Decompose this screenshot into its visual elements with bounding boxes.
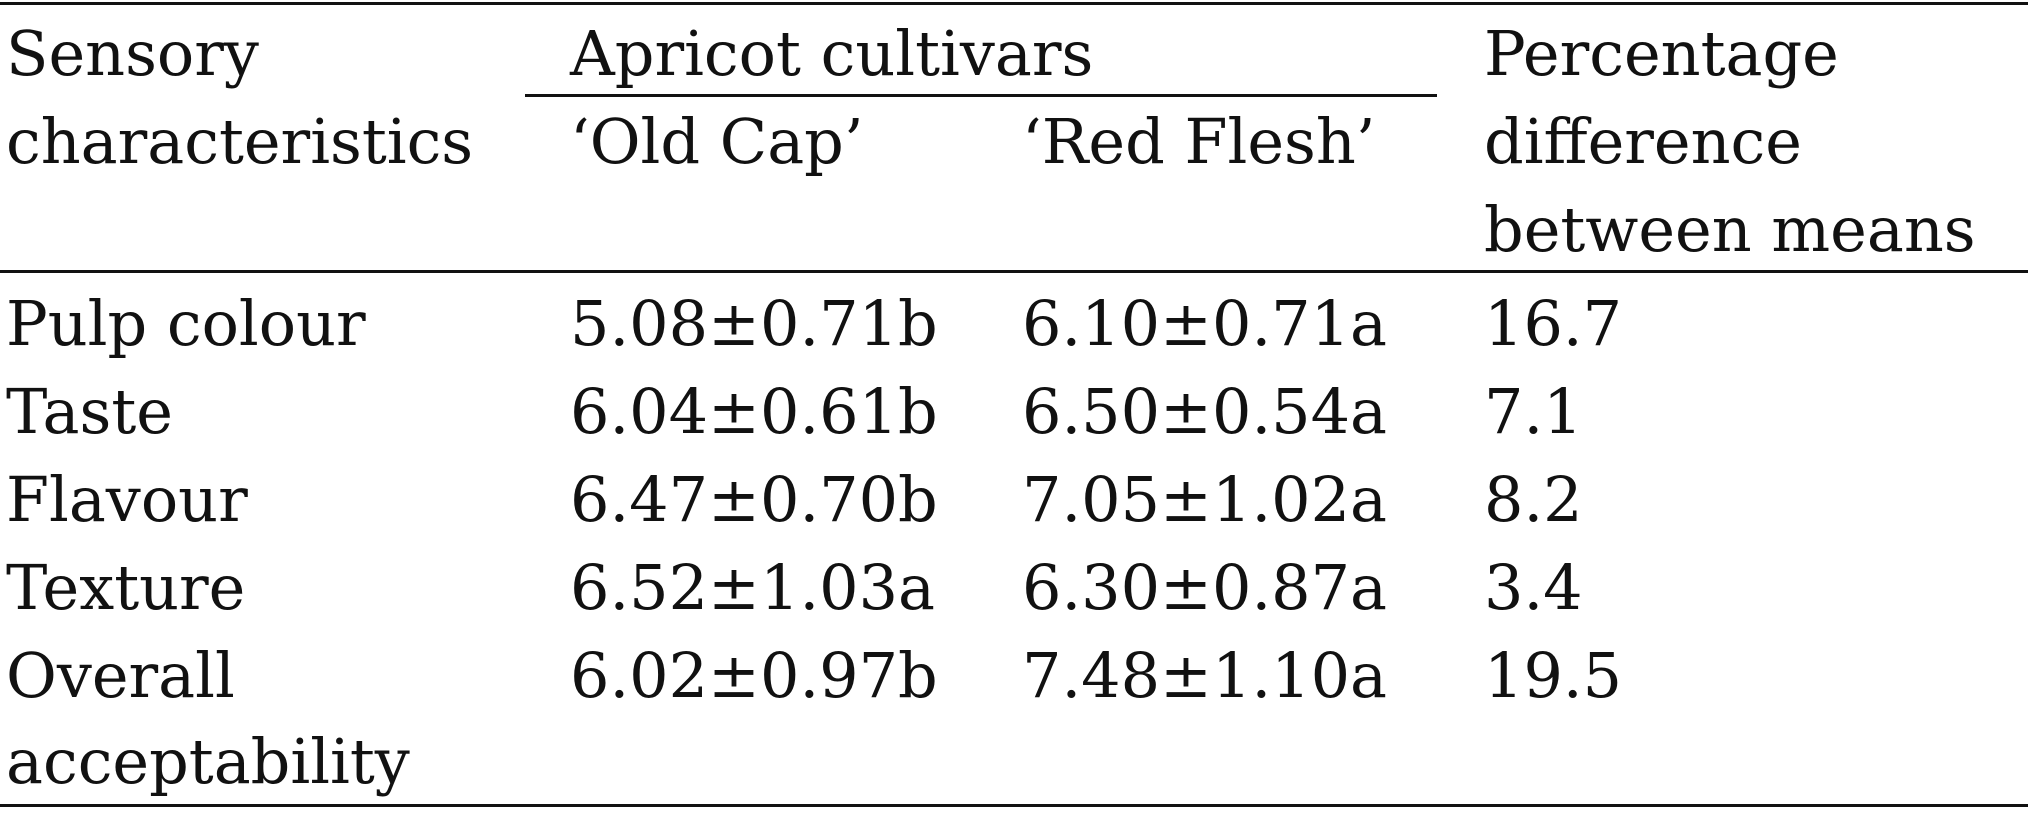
row-old-cap-value: 6.02±0.97b — [570, 639, 938, 712]
header-diff-line-1: Percentage — [1484, 17, 1839, 90]
row-old-cap-value: 6.52±1.03a — [570, 551, 936, 624]
row-label: Taste — [6, 375, 173, 448]
row-old-cap-value: 5.08±0.71b — [570, 287, 938, 360]
row-diff-value: 7.1 — [1484, 375, 1583, 448]
row-diff-value: 19.5 — [1484, 639, 1623, 712]
row-label-line-1: Overall — [6, 639, 235, 712]
row-old-cap-value: 6.04±0.61b — [570, 375, 938, 448]
row-red-flesh-value: 7.05±1.02a — [1022, 463, 1388, 536]
bottom-rule — [0, 804, 2028, 807]
row-label: Texture — [6, 551, 246, 624]
row-diff-value: 8.2 — [1484, 463, 1583, 536]
row-red-flesh-value: 6.50±0.54a — [1022, 375, 1388, 448]
row-diff-value: 16.7 — [1484, 287, 1623, 360]
row-red-flesh-value: 7.48±1.10a — [1022, 639, 1388, 712]
group-underline-rule — [525, 94, 1437, 97]
row-red-flesh-value: 6.30±0.87a — [1022, 551, 1388, 624]
row-label-line-2: acceptability — [6, 725, 410, 798]
header-sensory-line-2: characteristics — [6, 105, 474, 178]
row-red-flesh-value: 6.10±0.71a — [1022, 287, 1388, 360]
top-rule — [0, 2, 2028, 5]
header-cultivar-old-cap: ‘Old Cap’ — [570, 105, 864, 178]
row-diff-value: 3.4 — [1484, 551, 1583, 624]
row-label: Flavour — [6, 463, 248, 536]
header-cultivar-red-flesh: ‘Red Flesh’ — [1022, 105, 1376, 178]
header-apricot-cultivars: Apricot cultivars — [570, 17, 1094, 90]
header-sensory-line-1: Sensory — [6, 17, 259, 90]
header-diff-line-2: difference — [1484, 105, 1802, 178]
header-bottom-rule — [0, 270, 2028, 273]
header-diff-line-3: between means — [1484, 193, 1976, 266]
row-old-cap-value: 6.47±0.70b — [570, 463, 938, 536]
row-label: Pulp colour — [6, 287, 366, 360]
